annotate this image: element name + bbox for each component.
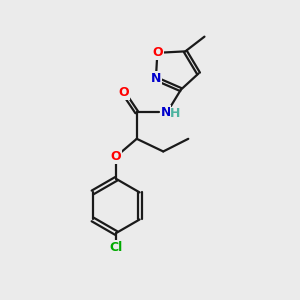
Text: O: O [152,46,163,59]
Text: N: N [160,106,171,119]
Text: O: O [118,86,129,99]
Text: Cl: Cl [110,241,123,254]
Text: N: N [151,72,161,85]
Text: O: O [111,150,122,163]
Text: H: H [170,107,181,120]
